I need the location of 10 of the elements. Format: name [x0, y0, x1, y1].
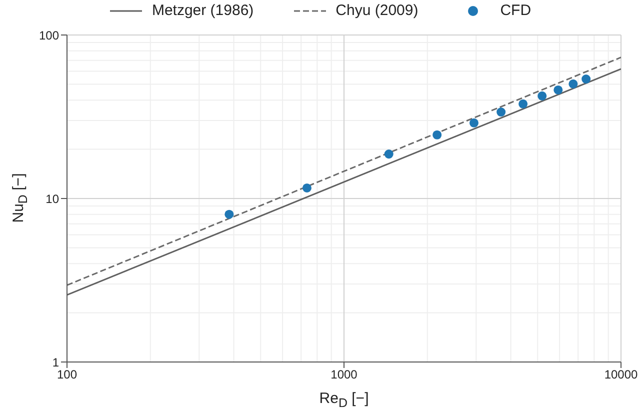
x-axis-title: Re$_{D}$ [−] — [318, 390, 370, 410]
legend-label: Chyu (2009) — [336, 2, 418, 19]
y-tick-label: 10 — [46, 192, 60, 206]
legend-label: CFD — [500, 2, 532, 19]
x-tick-label: 10000 — [604, 368, 638, 382]
x-tick-label: 1000 — [330, 368, 358, 382]
x-tick-label: 100 — [56, 368, 78, 382]
y-tick-label: 100 — [38, 28, 60, 42]
y-tick-label: 1 — [52, 355, 60, 370]
legend-label: Metzger (1986) — [152, 2, 254, 19]
